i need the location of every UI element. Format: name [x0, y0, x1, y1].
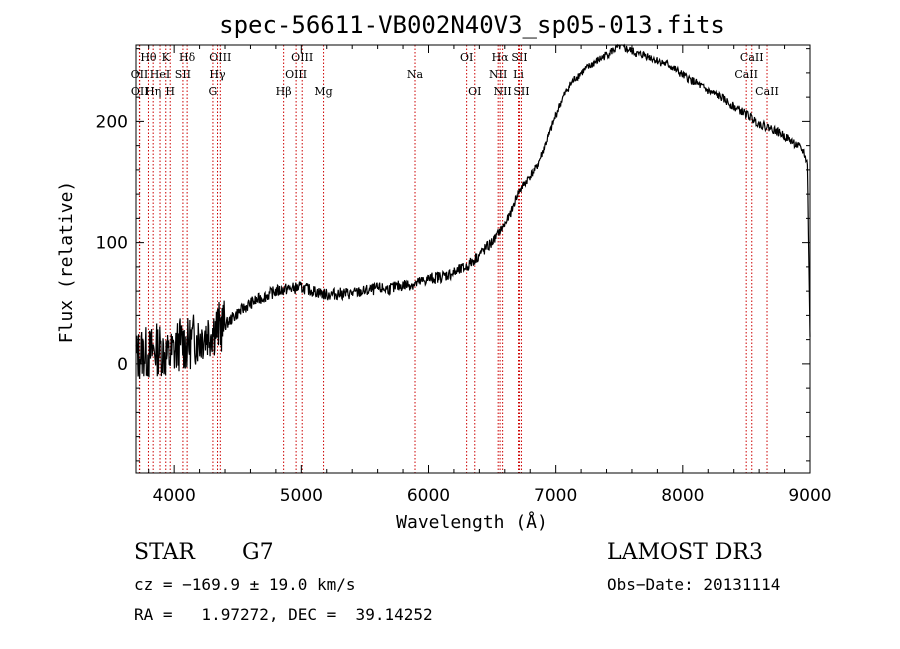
line-marker-label: Hθ [140, 51, 157, 64]
x-tick-label: 4000 [153, 486, 196, 506]
line-marker-label: NII [489, 68, 507, 81]
line-marker-label: OIII [285, 68, 307, 81]
line-marker-label: H [165, 85, 175, 98]
coordinates: RA = 1.97272, DEC = 39.14252 [134, 605, 433, 624]
x-axis: 4000 5000 6000 7000 8000 9000 [148, 45, 832, 506]
line-marker-label: Mg [314, 85, 332, 98]
x-axis-label: Wavelength (Å) [396, 511, 548, 533]
line-marker-label: CaII [755, 85, 779, 98]
obs-date: Obs−Date: 20131114 [607, 575, 781, 594]
survey-name: LAMOST DR3 [607, 540, 763, 565]
y-tick-label: 200 [96, 112, 128, 132]
line-marker-label: OII [131, 85, 149, 98]
velocity: cz = −169.9 ± 19.0 km/s [134, 575, 356, 594]
y-tick-label: 0 [117, 355, 128, 375]
line-marker-label: SII [513, 85, 529, 98]
subclass: G7 [242, 540, 274, 565]
line-marker-label: Hβ [276, 85, 292, 98]
x-tick-label: 5000 [280, 486, 323, 506]
line-marker-label: OIII [209, 51, 231, 64]
line-marker-label: OIII [291, 51, 313, 64]
line-marker-label: CaII [734, 68, 758, 81]
line-marker-label: Hδ [179, 51, 196, 64]
line-marker-label: OI [460, 51, 473, 64]
line-marker-label: HeI [150, 68, 170, 81]
line-marker-label: Hα [492, 51, 510, 64]
line-marker-label: Hη [145, 85, 161, 98]
x-tick-label: 7000 [534, 486, 577, 506]
spectrum-line [135, 43, 811, 379]
line-marker-label: K [162, 51, 171, 64]
plot-frame [135, 44, 811, 474]
object-class: STAR [134, 540, 195, 565]
line-marker-label: SII [511, 51, 527, 64]
line-marker-label: CaII [740, 51, 764, 64]
x-tick-label: 9000 [788, 486, 831, 506]
y-axis: 0 100 200 [96, 48, 810, 462]
line-marker-label: NII [493, 85, 511, 98]
line-marker-label: Na [407, 68, 424, 81]
y-tick-label: 100 [96, 234, 128, 254]
line-marker-label: OI [468, 85, 481, 98]
y-axis-label: Flux (relative) [56, 181, 77, 344]
line-marker-label: Hγ [209, 68, 226, 81]
x-tick-label: 6000 [407, 486, 450, 506]
chart-title: spec-56611-VB002N40V3_sp05-013.fits [219, 11, 725, 39]
x-tick-label: 8000 [661, 486, 704, 506]
line-marker-label: SII [175, 68, 191, 81]
line-marker-label: G [209, 85, 218, 98]
line-marker-label: Li [513, 68, 524, 81]
